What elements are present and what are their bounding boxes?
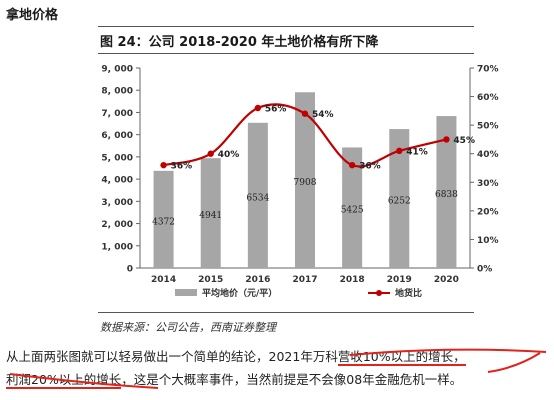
y-right-tick-label: 60%	[477, 93, 499, 103]
x-tick-label: 2015	[198, 275, 223, 285]
line-point-2019	[396, 147, 403, 155]
combo-chart: 0 1, 000 2, 000 3, 000 4, 000 5, 000 6, 000 7, …	[101, 65, 498, 300]
bar-2015	[200, 158, 221, 268]
line-value-label: 56%	[265, 105, 287, 115]
x-tick-label: 2014	[151, 275, 176, 285]
y-left-tick-label: 8, 000	[101, 87, 133, 97]
paragraph-highlight-1: 营收10%以上的增长，	[337, 349, 466, 366]
line-layer	[160, 103, 450, 169]
bar-value-label: 6838	[435, 190, 458, 200]
line-point-2015	[207, 150, 214, 157]
x-tick-label: 2018	[340, 275, 365, 285]
figure-title: 图 24：公司 2018-2020 年土地价格有所下降	[100, 35, 379, 50]
bar-value-label: 7908	[294, 178, 317, 188]
source-note: 数据来源：公司公告，西南证券整理	[100, 321, 276, 334]
line-point-2016	[254, 104, 262, 112]
y-left-tick-label: 4, 000	[101, 176, 133, 186]
line-point-2018	[348, 161, 356, 169]
y-right-tick-label: 10%	[477, 236, 499, 246]
y-right-tick-label: 30%	[477, 179, 499, 189]
y-right-tick-label: 20%	[477, 207, 499, 217]
y-left-tick-label: 9, 000	[101, 65, 133, 75]
line-point-2020	[443, 136, 450, 143]
bar-value-label: 4372	[152, 217, 175, 227]
legend-line-label: 地货比	[395, 287, 422, 299]
paragraph-text-1a: 从上面两张图就可以轻易做出一个简单的结论，2021年万科	[6, 349, 338, 364]
x-tick-label: 2016	[245, 275, 270, 285]
paragraph-line-2: 利润20%以上的增长，这是个大概率事件，当然前提是不会像08年金融危机一样。	[6, 368, 550, 391]
x-tick-label: 2017	[292, 275, 317, 285]
bar-value-label: 5425	[341, 206, 364, 216]
bar-2016	[247, 122, 268, 268]
y-right-tick-label: 0%	[477, 265, 492, 275]
y-right-tick-label: 70%	[477, 65, 499, 75]
paragraph-line-1: 从上面两张图就可以轻易做出一个简单的结论，2021年万科营收10%以上的增长，	[6, 345, 550, 368]
section-heading: 拿地价格	[6, 8, 59, 23]
bar-value-label: 6534	[246, 193, 269, 203]
bar-value-label: 4941	[199, 211, 222, 221]
line-point-2014	[160, 161, 167, 169]
title-bottom-rule	[98, 53, 474, 54]
line-value-label: 41%	[406, 147, 428, 157]
body-paragraph: 从上面两张图就可以轻易做出一个简单的结论，2021年万科营收10%以上的增长， …	[6, 345, 550, 391]
legend-bar-label: 平均地价（元/平）	[202, 287, 277, 299]
axes-layer: 0 1, 000 2, 000 3, 000 4, 000 5, 000 6, 000 7, …	[101, 65, 498, 286]
y-left-tick-label: 3, 000	[101, 198, 133, 208]
legend-bar-swatch	[175, 289, 197, 296]
y-left-tick-label: 6, 000	[101, 131, 133, 141]
bars-layer	[153, 92, 457, 269]
bar-2020	[436, 116, 457, 269]
line-value-label: 36%	[171, 162, 193, 172]
line-value-label: 36%	[359, 162, 381, 172]
bar-2019	[389, 129, 410, 268]
bar-2018	[342, 147, 363, 268]
legend-layer: 平均地价（元/平） 地货比	[175, 287, 422, 299]
title-top-rule	[98, 26, 474, 27]
line-point-2017	[301, 110, 309, 117]
bar-2017	[295, 92, 315, 269]
labels-layer: 4372 4941 6534 7908 5425 6252 6838 36% 40% 56% 54%…	[152, 105, 475, 228]
paragraph-highlight-2: 利润20%以上的增长	[6, 372, 122, 389]
y-left-tick-label: 7, 000	[101, 109, 133, 119]
bar-2014	[153, 170, 174, 268]
y-right-tick-label: 50%	[477, 122, 499, 132]
bar-value-label: 6252	[388, 197, 411, 207]
y-left-tick-label: 5, 000	[101, 153, 133, 163]
line-value-label: 54%	[312, 110, 334, 120]
y-left-tick-label: 0	[127, 265, 133, 275]
legend-line-marker	[376, 290, 382, 296]
y-left-tick-label: 1, 000	[101, 242, 133, 252]
paragraph-text-2b: ，这是个大概率事件，当然前提是不会像08年金融危机一样。	[121, 372, 463, 387]
source-rule	[98, 312, 474, 313]
line-value-label: 40%	[218, 150, 240, 160]
x-tick-label: 2019	[387, 275, 412, 285]
x-tick-label: 2020	[434, 275, 459, 285]
y-right-tick-label: 40%	[477, 150, 499, 160]
line-value-label: 45%	[453, 136, 475, 146]
y-left-tick-label: 2, 000	[101, 220, 133, 230]
